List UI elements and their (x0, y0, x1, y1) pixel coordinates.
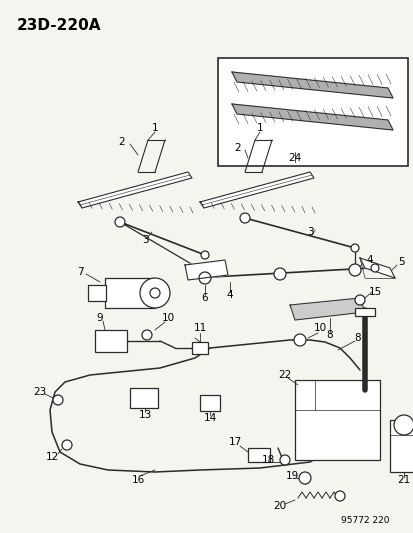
Text: 19: 19 (285, 471, 298, 481)
Text: 16: 16 (131, 475, 144, 485)
Text: 95772 220: 95772 220 (341, 516, 389, 525)
Bar (88, 285, 106, 301)
Circle shape (370, 264, 378, 272)
Text: 18: 18 (261, 455, 274, 465)
Circle shape (140, 278, 170, 308)
Bar (130, 388, 158, 408)
Bar (95, 330, 127, 352)
Text: 14: 14 (203, 413, 216, 423)
Text: 2: 2 (234, 143, 241, 153)
Circle shape (393, 415, 413, 435)
Polygon shape (185, 260, 228, 280)
Text: 12: 12 (45, 452, 59, 462)
Circle shape (115, 217, 125, 227)
Polygon shape (231, 104, 392, 130)
Text: 13: 13 (138, 410, 151, 420)
Circle shape (334, 491, 344, 501)
Text: 4: 4 (366, 255, 373, 265)
Circle shape (348, 264, 360, 276)
Text: 23: 23 (33, 387, 47, 397)
Circle shape (298, 472, 310, 484)
Circle shape (240, 213, 249, 223)
Text: 2: 2 (119, 137, 125, 147)
Circle shape (279, 455, 289, 465)
Text: 17: 17 (228, 437, 241, 447)
Text: 5: 5 (398, 257, 404, 267)
Polygon shape (78, 172, 192, 208)
Circle shape (293, 334, 305, 346)
Circle shape (62, 440, 72, 450)
Text: 10: 10 (161, 313, 174, 323)
Polygon shape (199, 172, 313, 208)
Text: 3: 3 (306, 227, 313, 237)
Text: 21: 21 (396, 475, 410, 485)
Circle shape (142, 330, 152, 340)
Circle shape (201, 251, 209, 259)
Circle shape (199, 272, 211, 284)
Text: 24: 24 (288, 153, 301, 163)
Text: 15: 15 (368, 287, 381, 297)
Text: 6: 6 (201, 293, 208, 303)
Circle shape (273, 268, 285, 280)
Text: 1: 1 (256, 123, 263, 133)
Text: 3: 3 (141, 235, 148, 245)
Text: 20: 20 (273, 501, 286, 511)
Circle shape (53, 395, 63, 405)
Circle shape (354, 295, 364, 305)
Bar (354, 308, 374, 316)
Bar (199, 395, 219, 411)
Polygon shape (231, 72, 392, 98)
Text: 9: 9 (97, 313, 103, 323)
Text: 4: 4 (226, 290, 233, 300)
Polygon shape (289, 298, 364, 320)
Text: 7: 7 (76, 267, 83, 277)
Text: 1: 1 (151, 123, 158, 133)
Text: 22: 22 (278, 370, 291, 380)
Bar (389, 420, 413, 472)
Bar (247, 448, 269, 462)
Circle shape (350, 244, 358, 252)
Bar (218, 58, 407, 166)
Text: 8: 8 (354, 333, 361, 343)
Bar (294, 380, 379, 460)
Text: 23D-220A: 23D-220A (17, 18, 101, 33)
Text: 11: 11 (193, 323, 206, 333)
Text: 10: 10 (313, 323, 326, 333)
Circle shape (150, 288, 159, 298)
Bar (192, 342, 207, 354)
Polygon shape (359, 258, 394, 278)
Bar (105, 278, 154, 308)
Text: 8: 8 (326, 330, 332, 340)
